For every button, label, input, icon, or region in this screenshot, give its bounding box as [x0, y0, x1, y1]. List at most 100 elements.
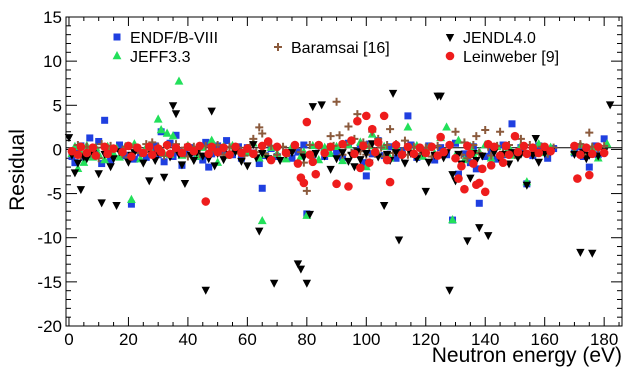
- data-point: [522, 181, 532, 190]
- data-point: [522, 149, 532, 159]
- data-point: [257, 141, 267, 151]
- legend-marker: [445, 51, 455, 61]
- data-point: [296, 265, 306, 274]
- data-point: [293, 260, 303, 269]
- x-tick-label: 120: [412, 330, 440, 349]
- data-point: [147, 150, 157, 160]
- data-point: [308, 157, 318, 167]
- data-point: [275, 157, 285, 166]
- data-point: [477, 164, 487, 174]
- x-tick-label: 60: [238, 330, 257, 349]
- data-point: [415, 143, 425, 152]
- data-point: [439, 147, 448, 157]
- series-square: [68, 112, 608, 224]
- data-point: [445, 140, 454, 150]
- legend-marker: [113, 33, 121, 41]
- data-point: [493, 155, 501, 163]
- data-point: [311, 169, 321, 179]
- x-tick-label: 40: [178, 330, 197, 349]
- data-point: [109, 144, 118, 153]
- data-point: [326, 132, 335, 141]
- data-point: [361, 111, 371, 121]
- data-point: [350, 149, 359, 159]
- data-point: [91, 151, 101, 160]
- data-point: [103, 149, 112, 159]
- data-point: [168, 131, 178, 140]
- data-point: [344, 122, 353, 131]
- data-point: [382, 155, 392, 165]
- data-point: [587, 149, 597, 159]
- data-point: [332, 97, 341, 106]
- data-point: [588, 249, 597, 258]
- data-point: [403, 142, 413, 152]
- data-point: [353, 116, 362, 126]
- data-point: [454, 170, 462, 178]
- y-tick-label: -20: [37, 317, 62, 336]
- data-point: [94, 170, 103, 179]
- data-point: [107, 156, 115, 164]
- legend: ENDF/B-VIII JEFF3.3 Baramsai [16] JENDL4.0 L…: [112, 30, 559, 66]
- data-point: [257, 215, 267, 225]
- data-point: [263, 137, 273, 146]
- legend-marker: [274, 43, 282, 51]
- data-point: [142, 153, 150, 161]
- data-point: [207, 135, 217, 144]
- data-point: [243, 144, 252, 153]
- data-point: [124, 158, 133, 167]
- data-point: [359, 141, 368, 151]
- data-point: [302, 186, 311, 195]
- data-point: [386, 125, 395, 134]
- data-point: [472, 132, 481, 141]
- data-point: [496, 127, 505, 136]
- data-point: [100, 142, 109, 152]
- data-point: [145, 177, 154, 186]
- x-tick-label: 160: [531, 330, 559, 349]
- data-points: [64, 76, 615, 295]
- data-point: [475, 224, 484, 233]
- data-point: [269, 279, 279, 288]
- x-tick-label: 80: [297, 330, 316, 349]
- x-tick-label: 100: [352, 330, 380, 349]
- data-point: [404, 112, 412, 120]
- data-point: [219, 156, 228, 165]
- data-point: [394, 236, 404, 245]
- y-tick-label: -5: [47, 185, 62, 204]
- legend-label: JEFF3.3: [130, 49, 191, 66]
- data-point: [400, 136, 409, 145]
- data-point: [139, 159, 148, 168]
- data-point: [386, 143, 394, 151]
- data-point: [207, 107, 216, 116]
- data-point: [317, 101, 326, 110]
- data-point: [288, 154, 296, 162]
- data-point: [71, 159, 79, 167]
- data-point: [600, 135, 608, 143]
- data-point: [501, 141, 511, 151]
- data-point: [463, 237, 472, 246]
- data-point: [305, 141, 314, 150]
- data-point: [362, 172, 370, 180]
- data-point: [237, 157, 246, 166]
- data-point: [431, 156, 439, 164]
- data-point: [570, 141, 579, 151]
- legend-label: JENDL4.0: [463, 30, 536, 47]
- data-point: [350, 163, 359, 172]
- data-point: [326, 165, 335, 174]
- data-point: [231, 142, 240, 152]
- data-point: [255, 227, 264, 236]
- data-point: [356, 163, 365, 173]
- data-point: [207, 142, 216, 152]
- data-point: [466, 149, 475, 159]
- x-tick-label: 20: [119, 330, 138, 349]
- data-point: [308, 103, 317, 112]
- data-point: [362, 149, 371, 158]
- data-point: [437, 144, 445, 152]
- data-point: [463, 141, 472, 151]
- data-point: [210, 162, 219, 171]
- data-point: [299, 178, 309, 188]
- data-point: [442, 122, 451, 131]
- data-point: [391, 140, 401, 150]
- data-point: [403, 122, 413, 131]
- data-point: [498, 158, 508, 167]
- data-point: [454, 174, 463, 183]
